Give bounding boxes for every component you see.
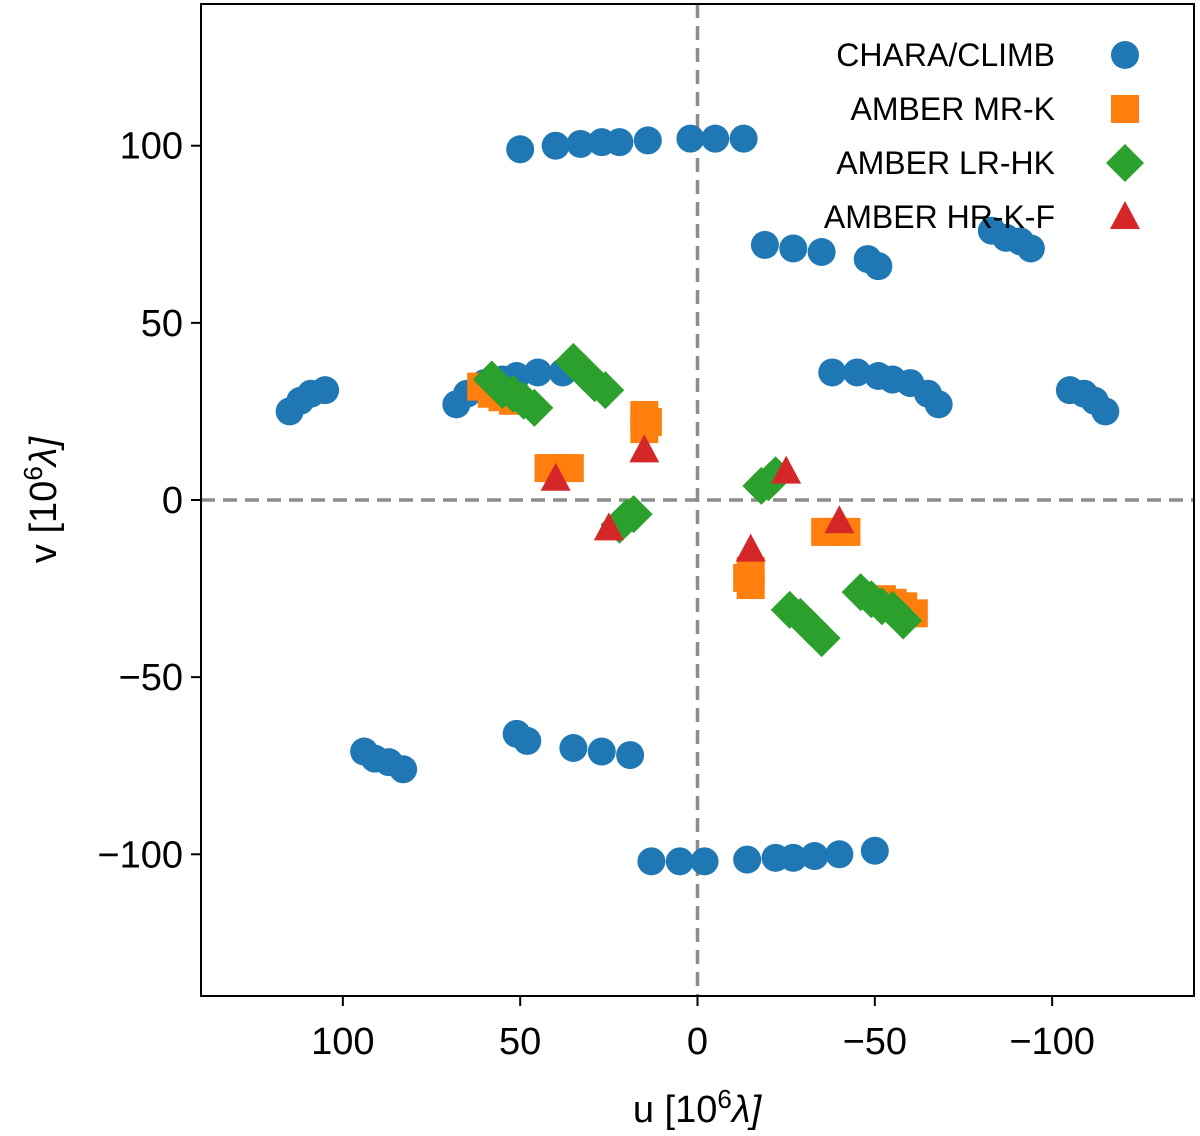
legend-label: CHARA/CLIMB	[836, 37, 1055, 73]
series-amber-lr-hk	[472, 342, 923, 658]
y-axis-label: v [106λ]	[18, 436, 65, 564]
data-point-circle	[665, 847, 694, 876]
data-point-circle	[701, 124, 730, 153]
data-point-circle	[779, 234, 808, 263]
data-point-diamond	[586, 371, 625, 410]
data-point-circle	[559, 734, 588, 762]
data-point-triangle	[629, 434, 660, 463]
legend: CHARA/CLIMB AMBER MR-K AMBER LR-HK AMBER HR…	[824, 37, 1144, 235]
data-point-circle	[637, 847, 666, 876]
data-point-circle	[587, 737, 616, 766]
data-point-circle	[605, 128, 634, 157]
data-point-diamond	[841, 573, 880, 612]
x-axis-label: u [106λ]	[633, 1084, 763, 1131]
data-point-circle	[733, 845, 762, 874]
x-tick-label: 50	[499, 1021, 541, 1063]
legend-marker-triangle	[1110, 201, 1140, 229]
data-point-circle	[860, 836, 889, 865]
data-point-circle	[1055, 376, 1084, 405]
data-point-circle	[311, 376, 340, 405]
x-tick-label: 100	[311, 1021, 374, 1063]
x-tick-label: −100	[1009, 1021, 1095, 1063]
y-tick-label: −100	[97, 834, 183, 876]
y-tick-label: 50	[141, 303, 183, 345]
data-point-circle	[843, 358, 872, 387]
data-point-circle	[761, 843, 790, 872]
data-point-circle	[676, 124, 705, 153]
data-point-triangle	[540, 462, 571, 491]
data-point-diamond	[770, 590, 809, 629]
legend-label: AMBER LR-HK	[836, 145, 1055, 181]
legend-label: AMBER HR-K-F	[824, 199, 1055, 235]
legend-marker-square	[1111, 95, 1139, 123]
data-point-circle	[616, 741, 645, 770]
reference-lines	[201, 4, 1194, 996]
data-point-circle	[502, 719, 531, 748]
data-point-circle	[864, 252, 893, 281]
series-chara-climb	[275, 124, 1120, 876]
data-point-circle	[1016, 234, 1045, 263]
data-point-circle	[750, 230, 779, 259]
data-point-circle	[541, 131, 570, 160]
data-point-circle	[729, 124, 758, 153]
data-point-circle	[800, 842, 829, 871]
data-point-triangle	[771, 455, 802, 484]
data-point-triangle	[824, 505, 855, 534]
legend-marker-diamond	[1106, 144, 1144, 182]
data-point-triangle	[593, 512, 624, 541]
data-point-circle	[350, 737, 379, 766]
y-tick-label: 0	[162, 480, 183, 522]
x-tick-label: 0	[687, 1021, 708, 1063]
y-tick-label: 100	[120, 126, 183, 168]
legend-label: AMBER MR-K	[851, 91, 1055, 127]
data-point-circle	[523, 358, 552, 387]
data-point-circle	[825, 840, 854, 869]
data-point-circle	[566, 129, 595, 158]
data-point-circle	[818, 358, 847, 387]
y-tick-label: −50	[119, 657, 183, 699]
data-point-circle	[506, 135, 535, 164]
x-tick-label: −50	[843, 1021, 907, 1063]
data-point-circle	[690, 847, 719, 876]
data-point-circle	[864, 362, 893, 390]
data-point-circle	[633, 126, 662, 155]
data-point-circle	[807, 238, 836, 266]
data-point-triangle	[735, 533, 766, 562]
series-amber-hr-k-f	[540, 434, 855, 562]
data-point-diamond	[515, 388, 554, 427]
data-points	[275, 124, 1120, 876]
axis-ticks: 100 50 0 −50 −100 100 50 0 −50 −100	[97, 126, 1095, 1063]
legend-marker-circle	[1111, 41, 1139, 69]
